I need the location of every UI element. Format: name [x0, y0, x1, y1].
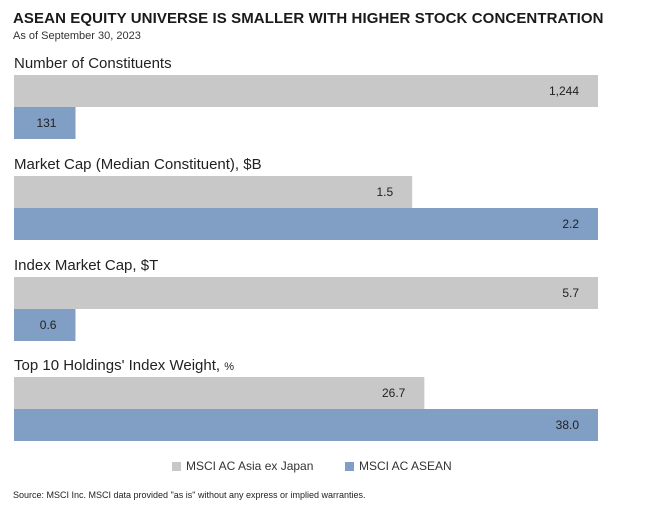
data-label: 1,244: [549, 84, 579, 98]
chart-title: ASEAN EQUITY UNIVERSE IS SMALLER WITH HI…: [13, 10, 604, 27]
data-label: 1.5: [376, 185, 393, 199]
bar: [14, 208, 598, 240]
legend-label-asean: MSCI AC ASEAN: [359, 459, 452, 473]
data-label: 38.0: [556, 418, 580, 432]
panel-title: Market Cap (Median Constituent), $B: [14, 156, 262, 173]
bar: [14, 176, 413, 208]
bar-chart: Number of Constituents 1,244 131 Market Cap…: [14, 55, 598, 441]
legend-swatch-asean: [345, 461, 354, 471]
bar: [14, 277, 598, 309]
legend: MSCI AC Asia ex Japan MSCI AC ASEAN: [0, 459, 649, 475]
bar: [14, 107, 76, 139]
bar: [14, 309, 76, 341]
source-note: Source: MSCI Inc. MSCI data provided "as…: [13, 490, 366, 500]
data-label: 131: [36, 116, 56, 130]
data-label: 2.2: [562, 217, 579, 231]
bar: [14, 75, 598, 107]
bar: [14, 409, 598, 441]
legend-item-asean: MSCI AC ASEAN: [345, 459, 452, 473]
legend-item-asia-ex-japan: MSCI AC Asia ex Japan: [172, 459, 313, 473]
panel-title: Index Market Cap, $T: [14, 257, 158, 274]
panel-title: Top 10 Holdings' Index Weight, %: [14, 357, 234, 374]
legend-label-asia-ex-japan: MSCI AC Asia ex Japan: [186, 459, 314, 473]
data-label: 0.6: [40, 318, 57, 332]
legend-swatch-asia-ex-japan: [172, 461, 181, 471]
bar: [14, 377, 425, 409]
chart-subtitle: As of September 30, 2023: [13, 30, 141, 42]
data-label: 5.7: [562, 286, 579, 300]
panel-title: Number of Constituents: [14, 55, 172, 72]
data-label: 26.7: [382, 386, 406, 400]
